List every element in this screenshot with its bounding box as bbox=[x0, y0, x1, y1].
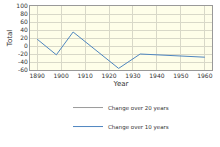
svg-text:1900: 1900 bbox=[53, 72, 68, 79]
svg-text:0: 0 bbox=[24, 42, 28, 49]
svg-text:1960: 1960 bbox=[197, 72, 212, 79]
svg-text:Change over 20 years: Change over 20 years bbox=[108, 105, 169, 112]
svg-text:1920: 1920 bbox=[101, 72, 116, 79]
svg-text:60: 60 bbox=[20, 18, 28, 25]
svg-text:1940: 1940 bbox=[149, 72, 164, 79]
svg-text:1950: 1950 bbox=[173, 72, 188, 79]
svg-text:1890: 1890 bbox=[30, 72, 45, 79]
svg-text:-20: -20 bbox=[18, 50, 28, 57]
svg-text:80: 80 bbox=[20, 10, 28, 17]
svg-text:Total: Total bbox=[6, 30, 14, 47]
svg-text:-60: -60 bbox=[18, 66, 28, 73]
svg-text:Change over 10 years: Change over 10 years bbox=[108, 124, 169, 131]
svg-text:1910: 1910 bbox=[77, 72, 92, 79]
svg-text:40: 40 bbox=[20, 26, 28, 33]
svg-text:1930: 1930 bbox=[125, 72, 140, 79]
svg-text:20: 20 bbox=[20, 34, 28, 41]
svg-text:Year: Year bbox=[113, 80, 129, 88]
svg-text:-40: -40 bbox=[18, 58, 28, 65]
svg-text:100: 100 bbox=[16, 2, 28, 9]
